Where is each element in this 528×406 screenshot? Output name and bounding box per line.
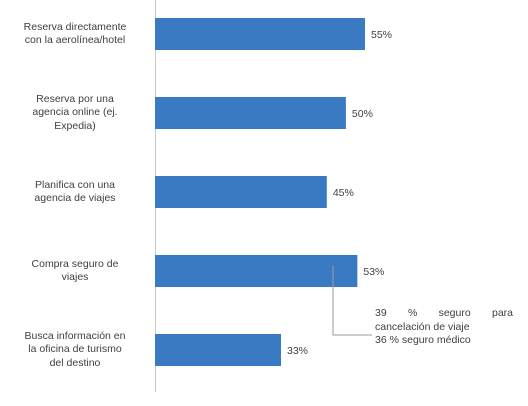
category-label-1: Reserva por una agencia online (ej. Expedi… [32,92,118,132]
bar-3 [155,255,358,287]
value-label-0: 55% [371,29,392,41]
bar-1 [155,97,346,129]
category-label-4: Busca información en la oficina de turism… [24,329,126,369]
value-label-4: 33% [287,345,308,357]
value-label-1: 50% [352,108,373,120]
category-label-3: Compra seguro de viajes [31,257,119,284]
category-label-2: Planifica con una agencia de viajes [34,178,116,205]
annotation-line-3: 36 % seguro médico [375,334,471,346]
value-label-2: 45% [333,187,354,199]
annotation-line-1: 39 % seguro para [375,307,513,319]
bar-4 [155,334,281,366]
category-label-0: Reserva directamente con la aerolínea/hot… [23,20,127,47]
value-label-3: 53% [363,266,384,278]
annotation-line-2: cancelación de viaje [375,320,470,333]
seguro-annotation: 39 % seguro para cancelación de viaje 36… [375,307,513,348]
bar-2 [155,176,327,208]
annotation-leader-line [332,266,372,336]
bar-0 [155,18,365,50]
